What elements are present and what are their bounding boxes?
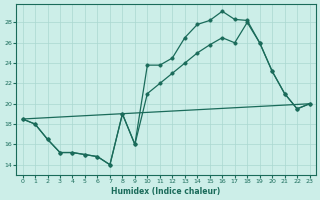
X-axis label: Humidex (Indice chaleur): Humidex (Indice chaleur)	[111, 187, 221, 196]
